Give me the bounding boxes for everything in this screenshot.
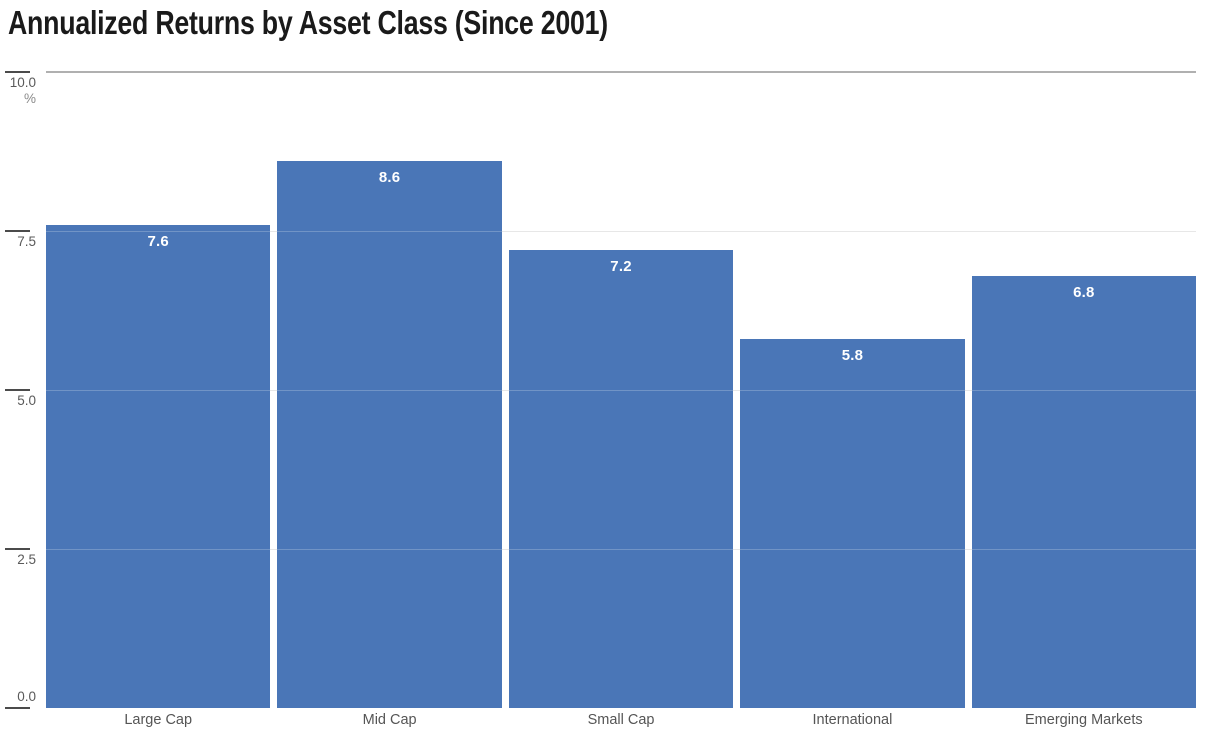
- x-axis-labels: Large Cap Mid Cap Small Cap International Em…: [46, 712, 1196, 728]
- bar-mid-cap[interactable]: 8.6: [277, 161, 502, 708]
- y-tick-label: 7.5: [17, 234, 36, 249]
- y-tick-label: 2.5: [17, 552, 36, 567]
- gridline-overlay-2.5: [46, 549, 1196, 550]
- bar-value-label: 7.2: [610, 258, 632, 276]
- bar-value-label: 7.6: [147, 232, 169, 250]
- y-tick-mark: [5, 71, 30, 73]
- bar-international[interactable]: 5.8: [740, 339, 965, 708]
- bar-small-cap[interactable]: 7.2: [508, 250, 734, 708]
- y-axis-top-line: [46, 71, 1196, 73]
- y-tick-label: 5.0: [17, 393, 36, 408]
- gridline-overlay-5: [46, 390, 1196, 391]
- y-tick-mark: [5, 707, 30, 709]
- y-tick-mark: [5, 230, 30, 232]
- x-axis-label-emerging-markets: Emerging Markets: [1025, 712, 1143, 728]
- bar-value-label: 8.6: [378, 169, 401, 187]
- y-tick-mark: [5, 389, 30, 391]
- plot-area: 7.6 8.6 7.2 5.8 6.8: [46, 71, 1197, 708]
- bar-value-label: 5.8: [841, 347, 864, 365]
- bars-layer: 7.6 8.6 7.2 5.8 6.8: [46, 72, 1197, 708]
- gridline-overlay-7.5: [46, 231, 1196, 232]
- x-axis-label-international: International: [812, 712, 893, 728]
- y-tick-mark: [5, 548, 30, 550]
- x-axis-label-large-cap: Large Cap: [124, 712, 193, 728]
- x-axis-label-small-cap: Small Cap: [587, 712, 655, 728]
- y-tick-label: 0.0: [17, 689, 36, 705]
- x-axis-label-mid-cap: Mid Cap: [362, 712, 417, 728]
- gridline-7.5: [46, 231, 1196, 232]
- chart-title: Annualized Returns by Asset Class (Since…: [8, 4, 608, 41]
- bar-emerging-markets[interactable]: 6.8: [971, 275, 1197, 708]
- y-tick-label: 10.0: [9, 75, 36, 90]
- y-axis-unit-label: %: [23, 91, 36, 106]
- bar-large-cap[interactable]: 7.6: [46, 224, 271, 708]
- bar-value-label: 6.8: [1073, 283, 1095, 301]
